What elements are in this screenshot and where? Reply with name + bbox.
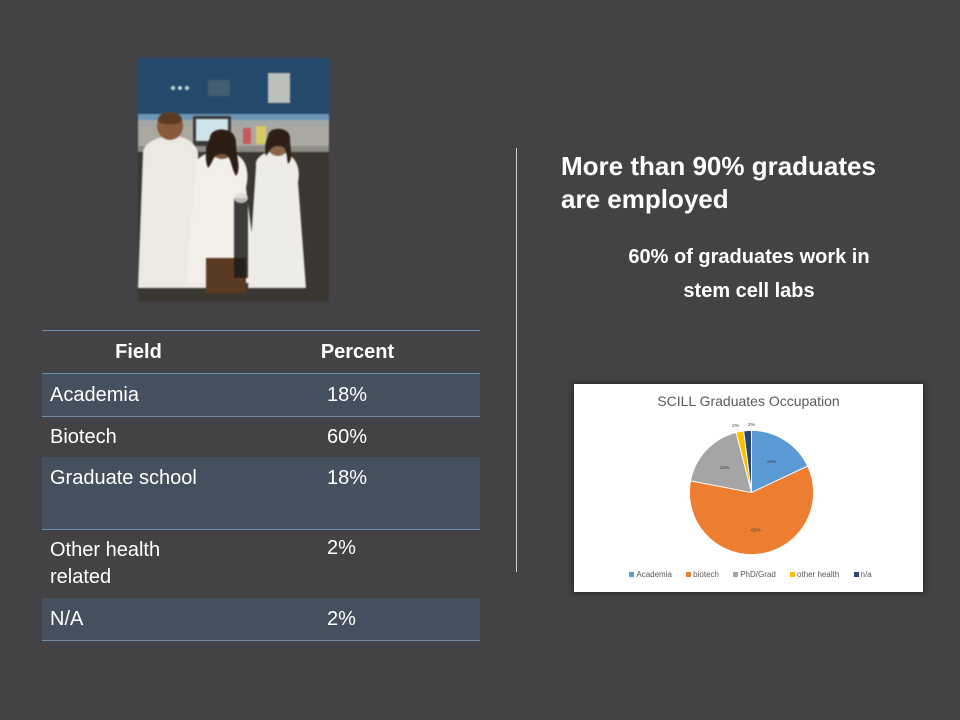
svg-text:2%: 2%: [732, 423, 740, 429]
svg-text:18%: 18%: [767, 459, 777, 465]
svg-text:18%: 18%: [720, 465, 730, 471]
svg-text:2%: 2%: [748, 422, 756, 428]
svg-text:60%: 60%: [751, 528, 761, 534]
